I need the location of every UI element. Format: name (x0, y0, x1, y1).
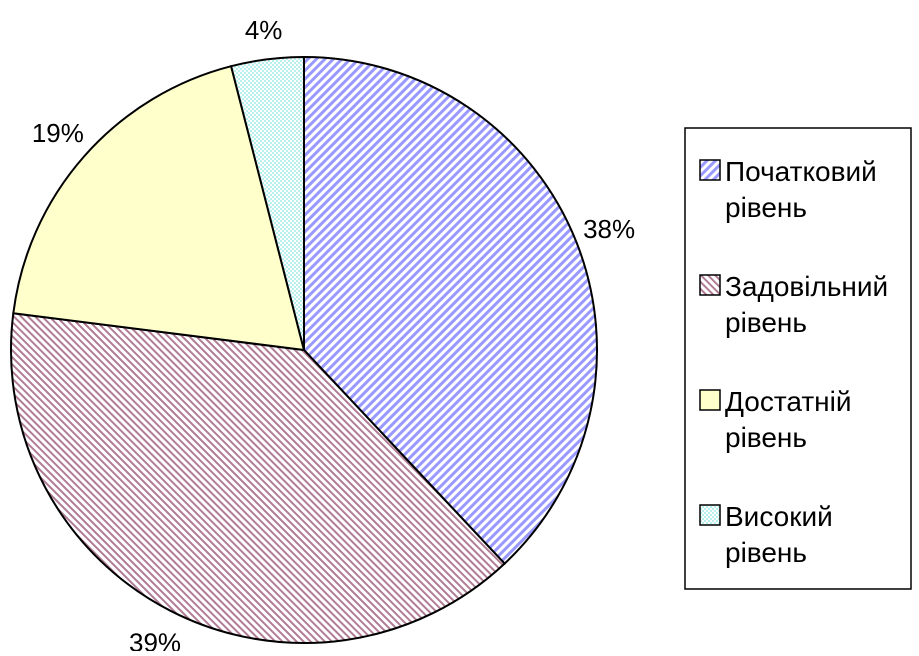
slice-labels: 38% 39% 19% 4% (32, 15, 635, 656)
legend-frame (684, 127, 912, 590)
legend: ПочатковийрівеньЗадовільнийрівеньДостатн… (684, 127, 912, 590)
legend-label-line2: рівень (725, 307, 807, 338)
legend-label-line2: рівень (725, 422, 807, 453)
legend-label-line1: Достатній (725, 386, 851, 417)
label-zadovilnyi: 39% (129, 627, 181, 651)
legend-swatch (699, 504, 721, 526)
legend-swatch (699, 274, 721, 296)
legend-item-dostatnii: Достатній рівень (699, 386, 851, 453)
pie-slices (10, 55, 598, 644)
slice-pochatkovyi (303, 55, 598, 566)
legend-label-line1: Задовільний (725, 271, 888, 302)
label-pochatkovyi: 38% (583, 214, 635, 244)
legend-swatch (699, 389, 721, 411)
legend-label-line1: Високий (725, 501, 833, 532)
legend-label-line2: рівень (725, 192, 807, 223)
slice-vysokyi (229, 55, 305, 351)
label-dostatnii: 19% (32, 118, 84, 148)
legend-label-line1: Початковий (725, 156, 877, 187)
legend-item-pochatkovyi: Початковий рівень (699, 156, 877, 223)
legend-items: ПочатковийрівеньЗадовільнийрівеньДостатн… (699, 156, 888, 568)
label-vysokyi: 4% (245, 15, 283, 45)
slice-dostatnii (12, 64, 306, 352)
legend-item-vysokyi: Високий рівень (699, 501, 833, 568)
legend-swatch (699, 159, 721, 181)
slice-zadovilnyi (10, 312, 506, 644)
legend-item-zadovilnyi: Задовільний рівень (699, 271, 888, 338)
legend-label-line2: рівень (725, 537, 807, 568)
